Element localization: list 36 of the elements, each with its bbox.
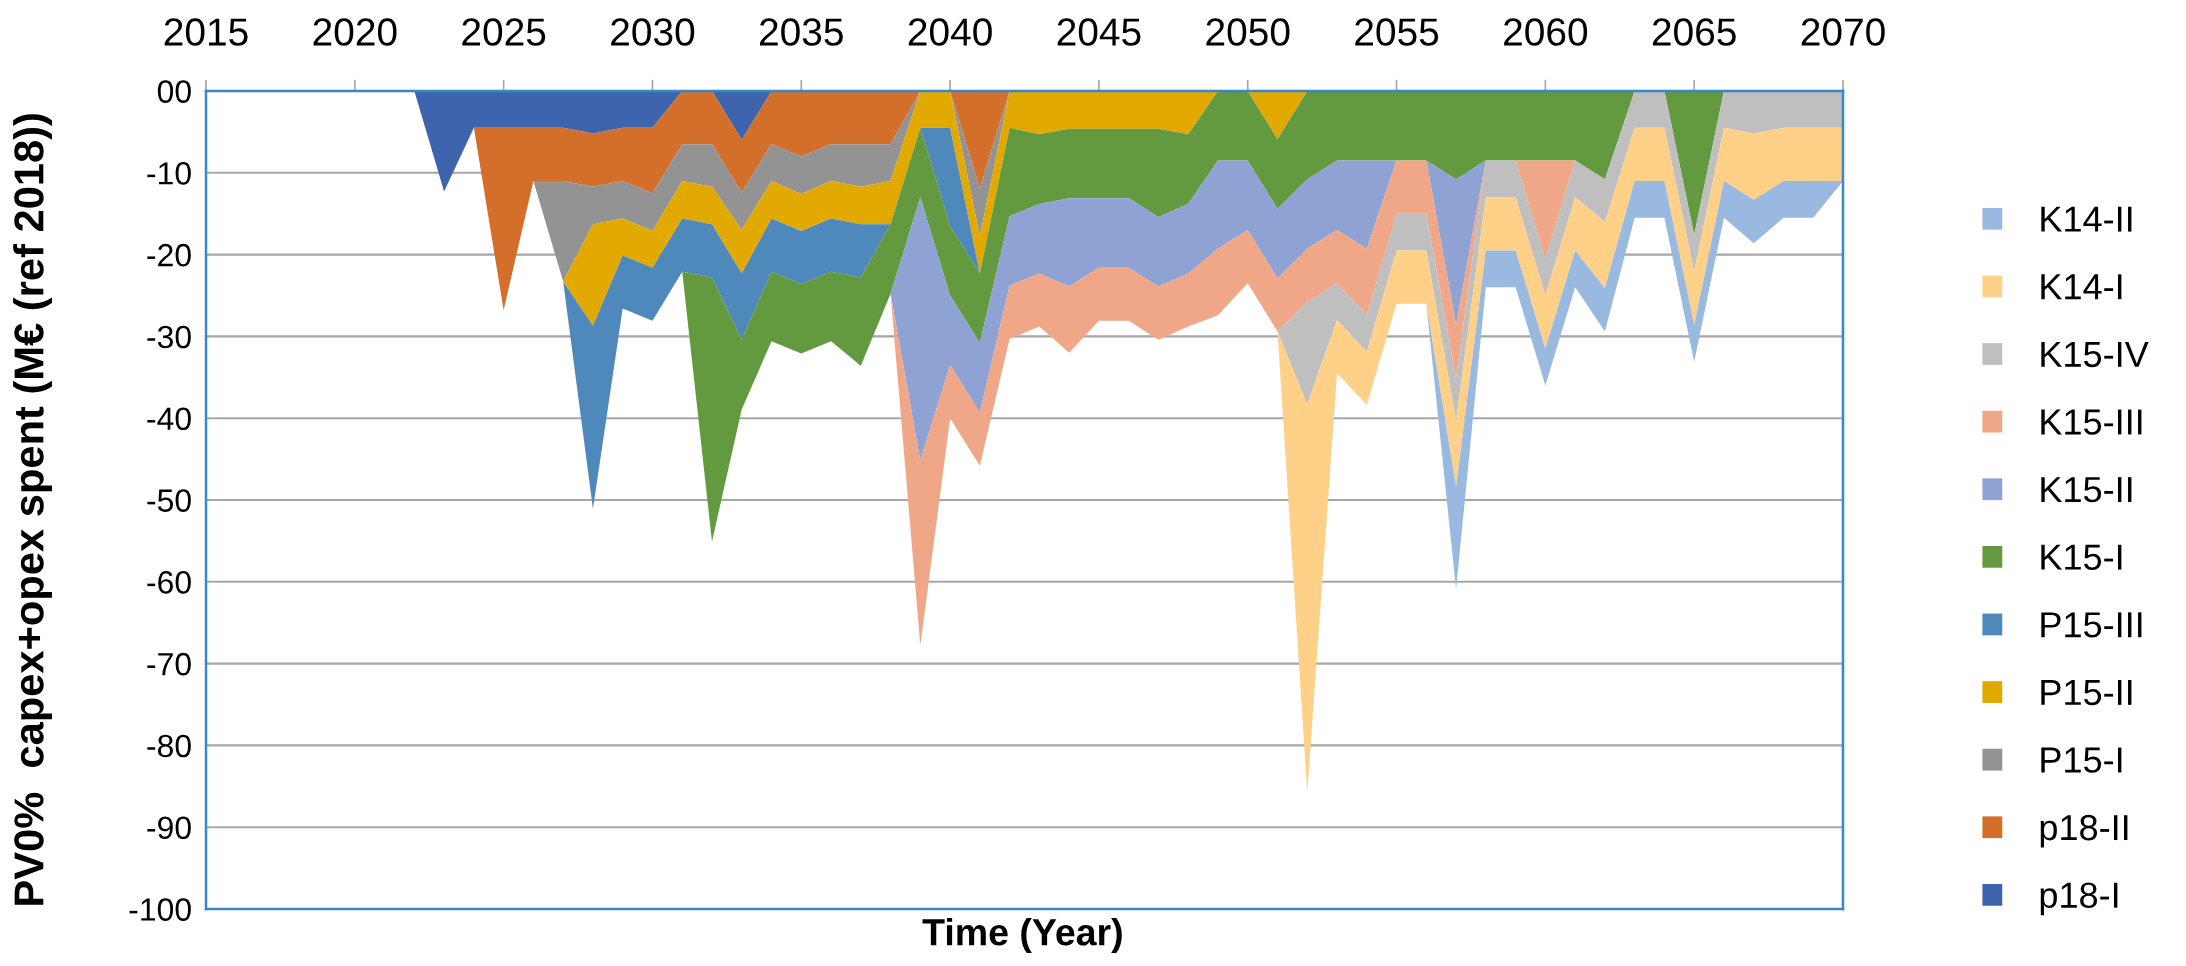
- y-tick-label: -20: [147, 243, 191, 267]
- x-tick-label: 2015: [164, 18, 248, 46]
- x-tick-label: 2025: [462, 18, 546, 46]
- y-tick-label: -70: [147, 652, 191, 676]
- y-tick-label: -60: [147, 571, 191, 594]
- x-tick-label: 2030: [611, 18, 695, 46]
- legend-label: P15-I: [2041, 747, 2122, 773]
- x-tick-label: 2035: [759, 18, 843, 46]
- x-tick-label: 2040: [908, 18, 992, 46]
- legend-label: p18-I: [2040, 882, 2118, 916]
- y-tick-label: -10: [147, 162, 191, 185]
- y-axis-title: PV0% capex+opex spent (M€ (ref 2018)): [13, 114, 52, 905]
- x-axis-title: Time (Year): [922, 918, 1122, 953]
- legend-label: K15-I: [2041, 544, 2122, 570]
- y-tick-label: -50: [147, 489, 191, 512]
- y-tick-label: 00: [157, 80, 191, 103]
- x-tick-label: 2050: [1206, 18, 1290, 46]
- x-tick-label: 2070: [1801, 18, 1885, 46]
- legend-label: p18-II: [2040, 814, 2128, 848]
- legend-label: K15-II: [2041, 477, 2132, 503]
- y-tick-label: -90: [147, 816, 191, 840]
- legend-label: K15-IV: [2041, 341, 2149, 368]
- y-tick-label: -40: [147, 407, 191, 431]
- legend-label: K14-II: [2041, 206, 2132, 232]
- legend-label: K14-I: [2041, 274, 2122, 300]
- y-tick-label: -30: [147, 325, 191, 349]
- x-tick-label: 2055: [1355, 18, 1439, 46]
- y-tick-label: -100: [129, 898, 191, 921]
- x-tick-label: 2020: [313, 18, 397, 46]
- legend-label: K15-III: [2041, 409, 2142, 435]
- x-tick-label: 2065: [1652, 18, 1736, 46]
- x-tick-label: 2045: [1057, 18, 1141, 46]
- x-tick-label: 2060: [1504, 18, 1588, 46]
- legend-label: P15-II: [2041, 679, 2132, 706]
- legend-label: P15-III: [2041, 612, 2142, 638]
- y-tick-label: -80: [147, 734, 191, 758]
